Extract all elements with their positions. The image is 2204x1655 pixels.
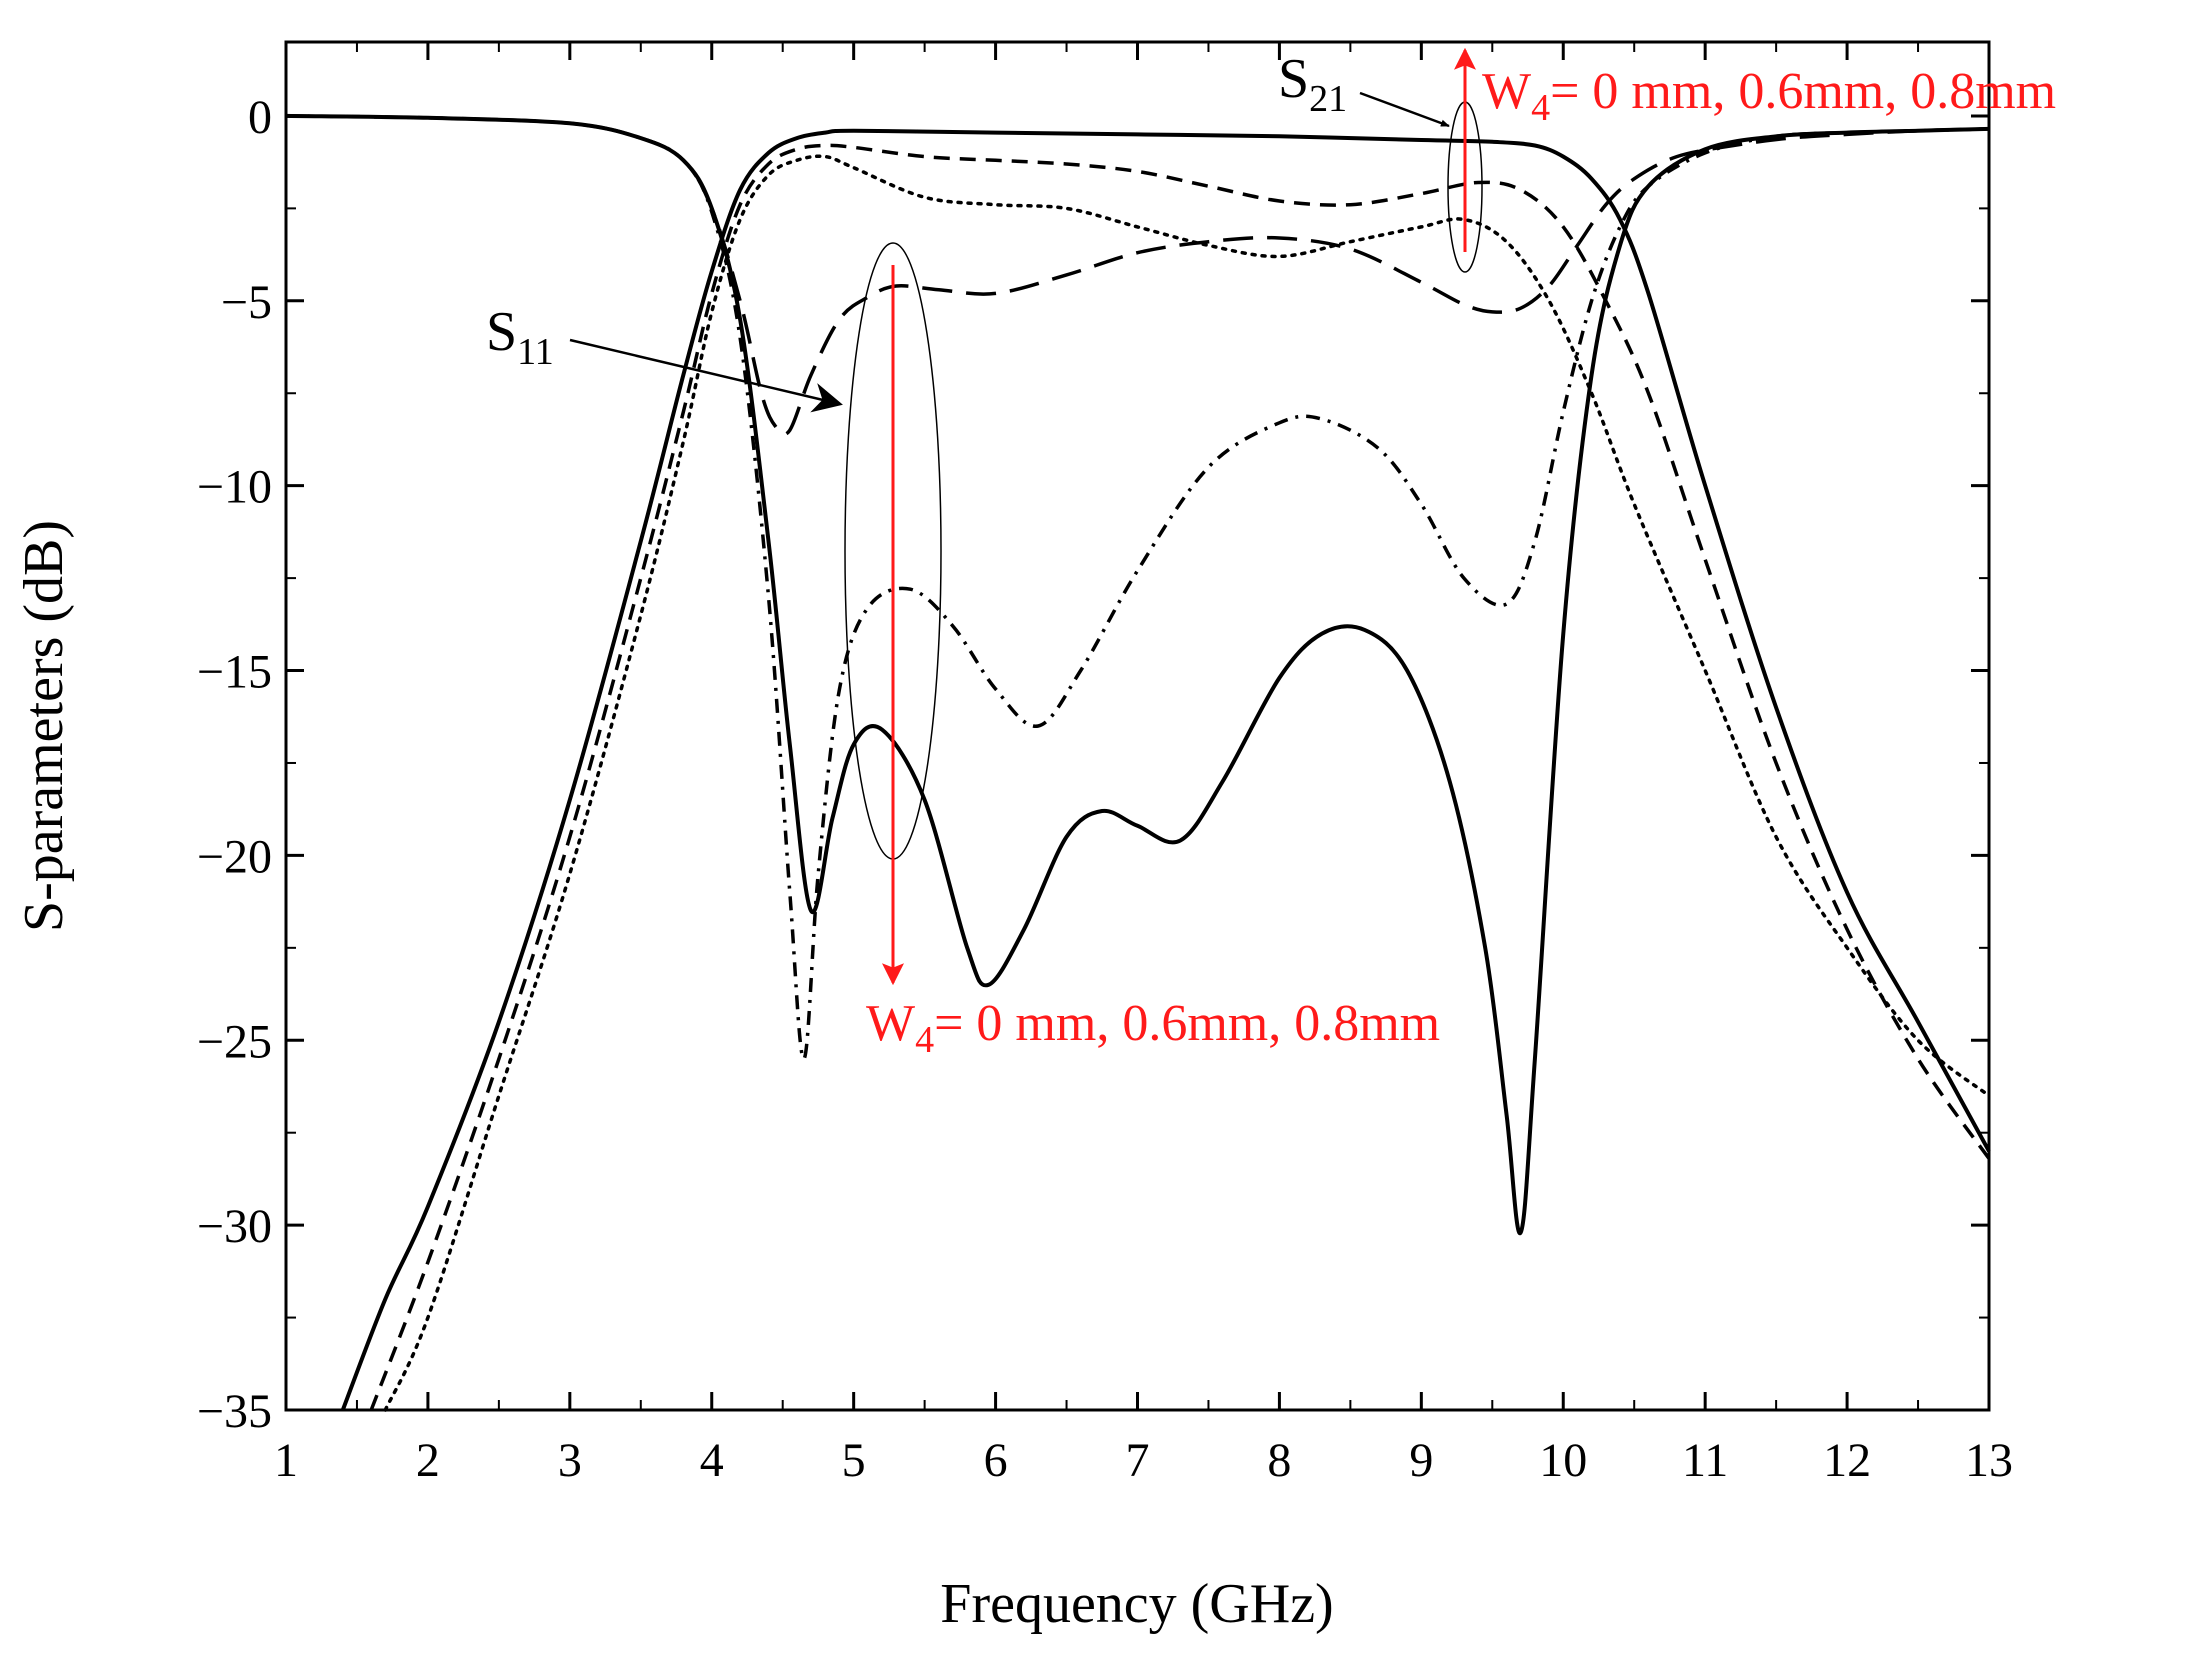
x-tick-label: 3 — [558, 1434, 582, 1487]
x-tick-label: 1 — [274, 1434, 298, 1487]
s21-pointer-arrow — [1359, 91, 1450, 128]
series-s11-w4-0-8-mm — [285, 114, 1990, 437]
series-s11-w4-0-mm — [285, 113, 1990, 1236]
x-axis-ticks: 1 2 3 4 5 6 7 8 9 10 11 12 13 — [274, 42, 2013, 1487]
series-s21-w4-0-6-mm — [369, 143, 1991, 1411]
series-s11-w4-0-6-mm — [285, 114, 1990, 1061]
y-tick-label: −15 — [197, 646, 272, 699]
y-axis-title: S-parameters (dB) — [13, 520, 75, 932]
y-tick-label: −30 — [197, 1200, 272, 1253]
w4-top-label: W4= 0 mm, 0.6mm, 0.8mm — [1482, 63, 2056, 129]
x-tick-label: 2 — [416, 1434, 440, 1487]
x-tick-label: 6 — [984, 1434, 1008, 1487]
series-s21-w4-0-mm — [340, 128, 1991, 1411]
x-tick-label: 13 — [1965, 1434, 2013, 1487]
x-tick-label: 11 — [1682, 1434, 1728, 1487]
y-tick-label: −10 — [197, 461, 272, 514]
x-tick-label: 5 — [842, 1434, 866, 1487]
y-tick-label: −35 — [197, 1385, 272, 1438]
x-tick-label: 8 — [1267, 1434, 1291, 1487]
y-axis-ticks: 0 −5 −10 −15 −20 −25 −30 −35 — [197, 91, 1989, 1438]
x-tick-label: 12 — [1823, 1434, 1871, 1487]
s21-label: S21 — [1278, 48, 1347, 120]
s11-label: S11 — [486, 301, 554, 373]
w4-bottom-label: W4= 0 mm, 0.6mm, 0.8mm — [866, 995, 1440, 1061]
x-tick-label: 10 — [1539, 1434, 1587, 1487]
y-tick-label: −20 — [197, 830, 272, 883]
s21-annotation: S21 W4= 0 mm, 0.6mm, 0.8mm — [1278, 47, 2056, 273]
x-tick-label: 4 — [700, 1434, 724, 1487]
x-tick-label: 7 — [1126, 1434, 1150, 1487]
curves — [285, 113, 1991, 1412]
y-tick-label: −5 — [221, 276, 272, 329]
x-tick-label: 9 — [1409, 1434, 1433, 1487]
plot-frame — [284, 40, 1991, 1412]
series-s21-w4-0-8-mm — [383, 154, 1991, 1412]
s11-pointer-arrow — [569, 338, 843, 413]
y-tick-label: 0 — [248, 91, 272, 144]
y-tick-label: −25 — [197, 1015, 272, 1068]
x-axis-title: Frequency (GHz) — [940, 1573, 1333, 1635]
s11-annotation: S11 W4= 0 mm, 0.6mm, 0.8mm — [486, 242, 1440, 1061]
